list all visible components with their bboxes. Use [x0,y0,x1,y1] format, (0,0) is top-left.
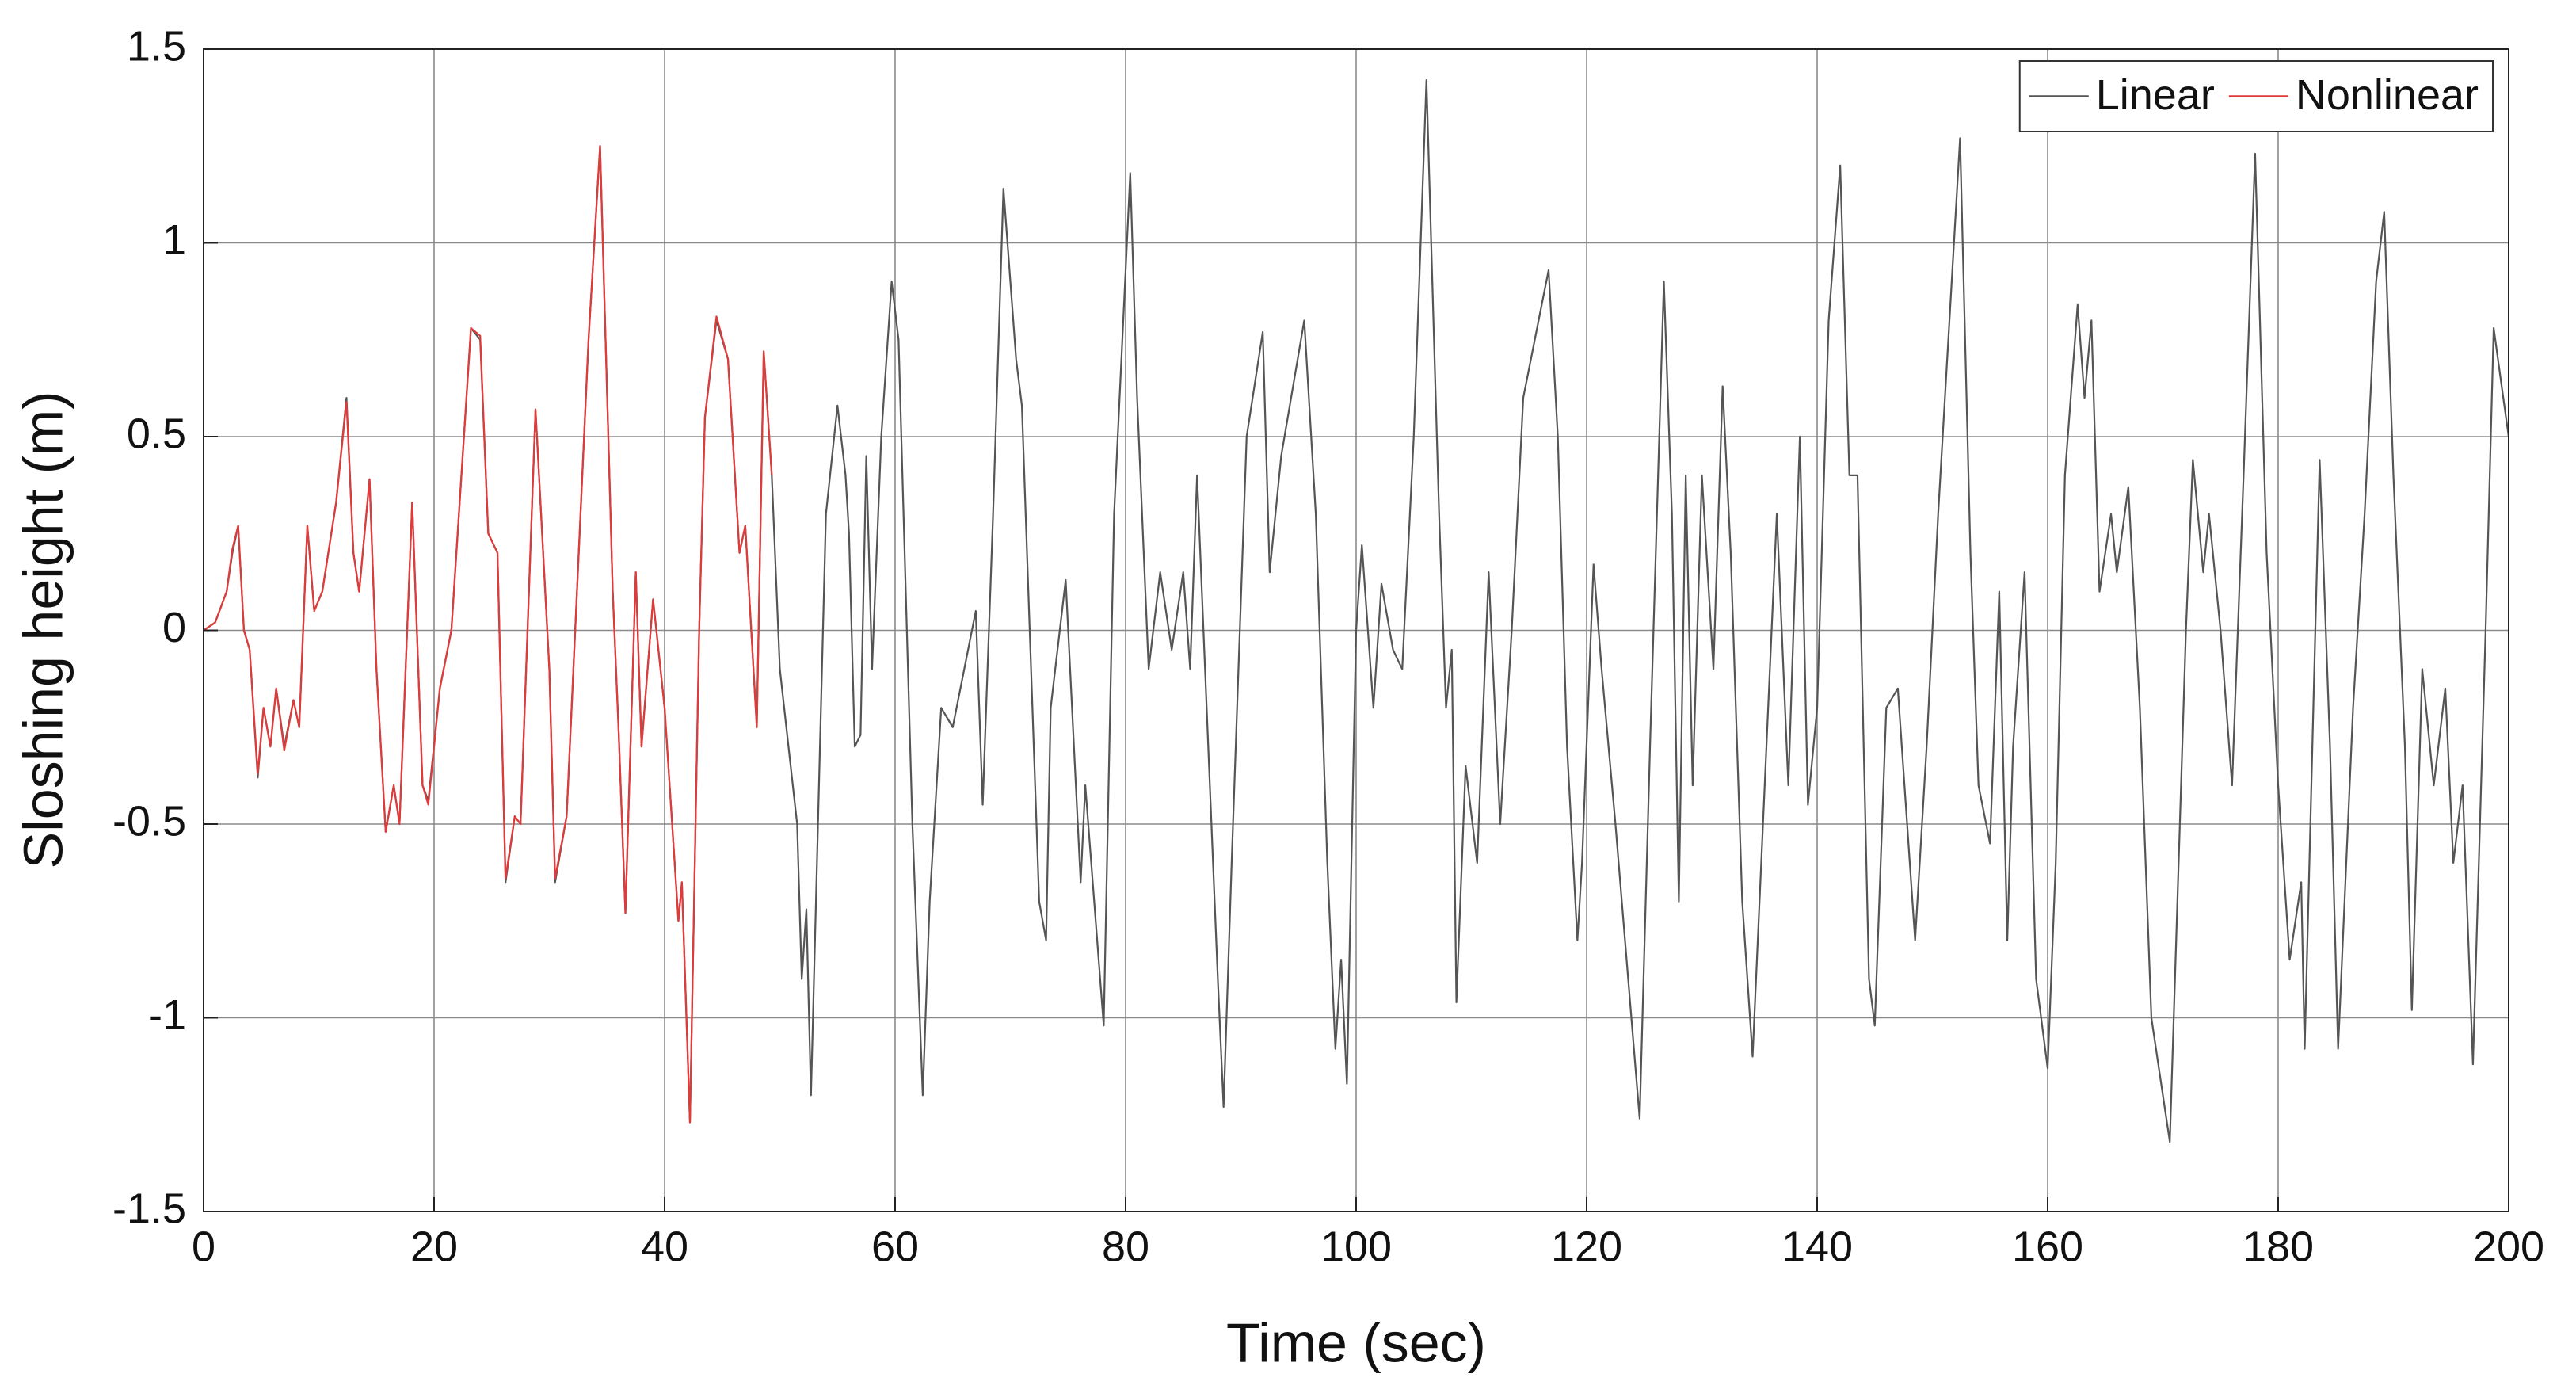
x-tick-label: 0 [192,1223,215,1270]
x-tick-label: 180 [2243,1223,2314,1270]
y-tick-label: 1.5 [127,22,186,70]
y-tick-label: -1 [148,991,186,1039]
y-tick-label: 1 [162,216,186,264]
y-tick-label: 0.5 [127,410,186,457]
x-tick-label: 200 [2473,1223,2544,1270]
y-tick-label: -1.5 [112,1185,186,1232]
x-tick-label: 140 [1781,1223,1853,1270]
legend: Linear Nonlinear [2018,60,2494,132]
y-tick-label: -0.5 [112,797,186,845]
x-tick-label: 40 [641,1223,688,1270]
x-tick-label: 120 [1551,1223,1622,1270]
series-line [203,145,773,1124]
legend-label: Nonlinear [2296,71,2479,119]
ticks: 0 20 40 60 80 100 120 140 160 180 200 -1.5 -1 -0.5 0 0.… [112,22,2544,1270]
x-tick-label: 160 [2012,1223,2083,1270]
legend-label: Linear [2096,71,2215,119]
y-tick-label: 0 [162,604,186,651]
x-tick-label: 20 [410,1223,458,1270]
plot-lines [203,79,2510,1143]
x-tick-label: 100 [1320,1223,1392,1270]
x-tick-label: 60 [871,1223,919,1270]
x-axis-title: Time (sec) [1226,1311,1486,1373]
y-axis-title: Sloshing height (m) [12,391,74,868]
x-tick-label: 80 [1102,1223,1149,1270]
